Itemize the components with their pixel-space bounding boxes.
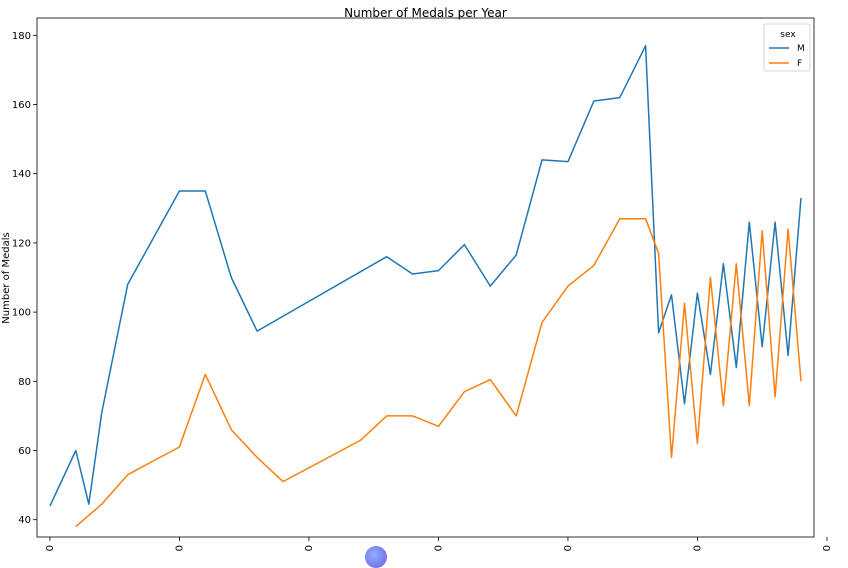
plot-area	[36, 17, 815, 538]
x-tick-label: 0	[692, 545, 703, 551]
legend: sex MF	[763, 23, 811, 72]
x-tick-label: 0	[433, 545, 444, 551]
series-line-f	[75, 217, 802, 528]
x-tick-label: 0	[822, 545, 833, 551]
series-lines	[49, 44, 802, 528]
chart-title: Number of Medals per Year	[344, 6, 507, 20]
y-tick-label: 140	[12, 169, 31, 180]
cursor-indicator	[365, 546, 387, 568]
y-tick-label: 180	[12, 31, 31, 42]
x-tick-label: 0	[304, 545, 315, 551]
x-tick-label: 0	[563, 545, 574, 551]
y-tick-label: 100	[12, 308, 31, 319]
y-axis: 40 60 80 100 120 140 160 180	[12, 31, 37, 526]
x-tick-label: 0	[174, 545, 185, 551]
y-tick-label: 120	[12, 238, 31, 249]
legend-label-m: M	[797, 44, 805, 54]
y-tick-label: 60	[18, 446, 31, 457]
x-axis: 0 0 0 0 0 0 0	[45, 537, 833, 551]
x-tick-label: 0	[45, 545, 56, 551]
y-axis-label: Number of Medals	[1, 232, 12, 323]
legend-title: sex	[780, 30, 796, 40]
series-line-m	[49, 44, 802, 507]
y-tick-label: 160	[12, 100, 31, 111]
y-tick-label: 40	[18, 515, 31, 526]
line-chart: Number of Medals per Year Number of Meda…	[1, 6, 833, 551]
legend-label-f: F	[797, 59, 802, 69]
y-tick-label: 80	[18, 377, 31, 388]
